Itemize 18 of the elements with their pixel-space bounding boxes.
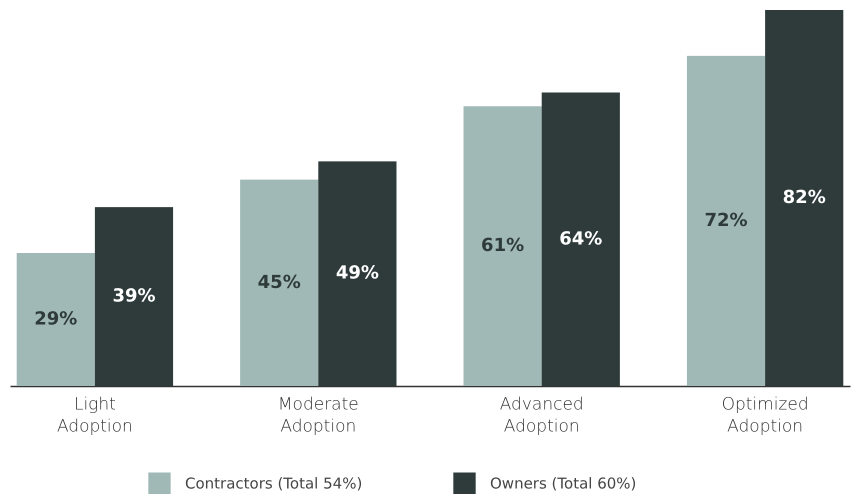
data-label: 82% [782, 187, 826, 208]
bar [240, 180, 318, 386]
bar [464, 106, 542, 386]
legend-label: Owners (Total 60%) [490, 474, 636, 493]
legend-label: Contractors (Total 54%) [185, 474, 362, 493]
bar [16, 253, 95, 386]
x-tick-label: Optimized Adoption [722, 394, 809, 436]
data-label: 72% [704, 210, 748, 231]
data-label: 45% [258, 272, 301, 293]
x-tick-label: Moderate Adoption [278, 394, 359, 436]
x-tick-label: Light Adoption [56, 394, 133, 436]
data-label: 61% [481, 235, 524, 256]
data-label: 49% [336, 262, 379, 284]
data-label: 29% [34, 308, 78, 330]
data-label: 39% [112, 286, 156, 307]
bar [686, 56, 766, 386]
data-label: 64% [559, 228, 602, 250]
x-tick-label: Advanced Adoption [500, 394, 584, 436]
